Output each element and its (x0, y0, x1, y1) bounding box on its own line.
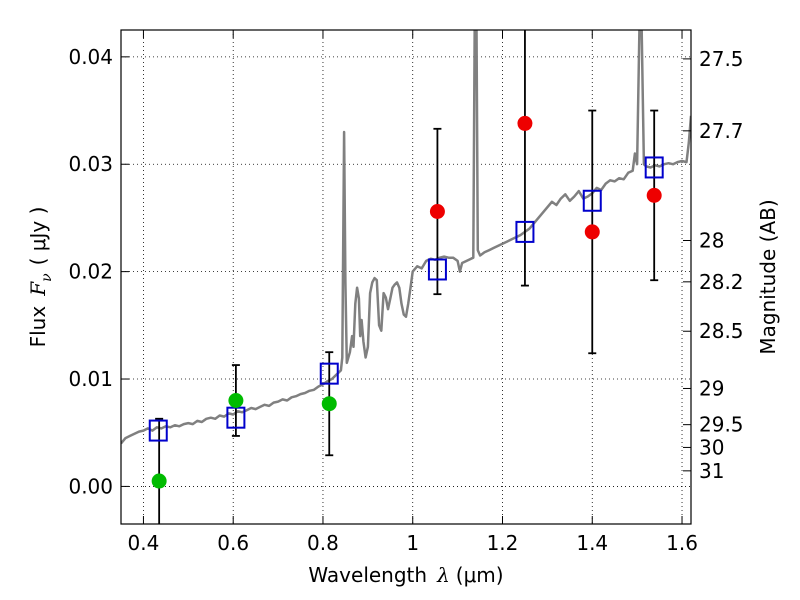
right-tick-label: 28.2 (699, 270, 744, 294)
x-tick-label: 0.8 (307, 531, 339, 555)
observed-point-green (321, 396, 337, 412)
grid (121, 30, 691, 524)
right-tick-label: 27.5 (699, 47, 744, 71)
x-axis-unit: (μm) (456, 563, 504, 587)
y-tick-label: 0.00 (68, 474, 113, 498)
tick-layer: 0.4 0.6 0.8 1 1.2 1.4 1.6 0.00 0.01 0.02 0.03 0.04 2… (68, 30, 744, 555)
observed-point-red (584, 224, 600, 240)
right-axis-title: Magnitude (AB) (756, 199, 780, 354)
y-tick-label: 0.02 (68, 260, 113, 284)
right-tick-label: 28 (699, 228, 724, 252)
y-axis-unit: ( μJy ) (26, 207, 50, 266)
observed-point-red (517, 115, 533, 131)
right-tick-label: 31 (699, 459, 724, 483)
x-axis-title-text: Wavelength (308, 563, 427, 587)
x-axis-symbol: λ (436, 563, 450, 587)
observed-point-red (429, 203, 445, 219)
marker-layer (148, 115, 664, 489)
y-axis-title: Flux Fν ( μJy ) (26, 207, 55, 348)
x-tick-label: 1.6 (666, 531, 698, 555)
right-tick-label: 29.5 (699, 413, 744, 437)
y-tick-label: 0.01 (68, 367, 113, 391)
model-photometry-square (148, 419, 168, 442)
plot-area (121, 30, 691, 524)
y-axis-title-text: Flux (26, 306, 50, 348)
model-photometry-square (582, 189, 602, 212)
observed-point-red (646, 187, 662, 203)
y-tick-label: 0.03 (68, 152, 113, 176)
model-photometry-square (319, 362, 339, 385)
observed-point-green (228, 393, 244, 408)
x-tick-label: 1.4 (576, 531, 608, 555)
x-tick-label: 1 (406, 531, 419, 555)
model-photometry-square (644, 156, 664, 179)
x-tick-label: 0.4 (128, 531, 160, 555)
right-tick-label: 28.5 (699, 319, 744, 343)
observed-point-green (151, 473, 167, 489)
y-tick-label: 0.04 (68, 45, 113, 69)
right-tick-label: 30 (699, 435, 724, 459)
y-axis-symbol: F (26, 281, 50, 297)
right-tick-label: 29 (699, 376, 724, 400)
x-tick-label: 1.2 (487, 531, 519, 555)
right-tick-label: 27.7 (699, 119, 744, 143)
plot-frame (120, 29, 692, 525)
model-photometry-square (427, 258, 447, 281)
y-axis-subscript: ν (39, 273, 55, 282)
model-photometry-square (515, 220, 535, 243)
x-tick-label: 0.6 (217, 531, 249, 555)
x-axis-title: Wavelength λ (μm) (308, 563, 503, 587)
